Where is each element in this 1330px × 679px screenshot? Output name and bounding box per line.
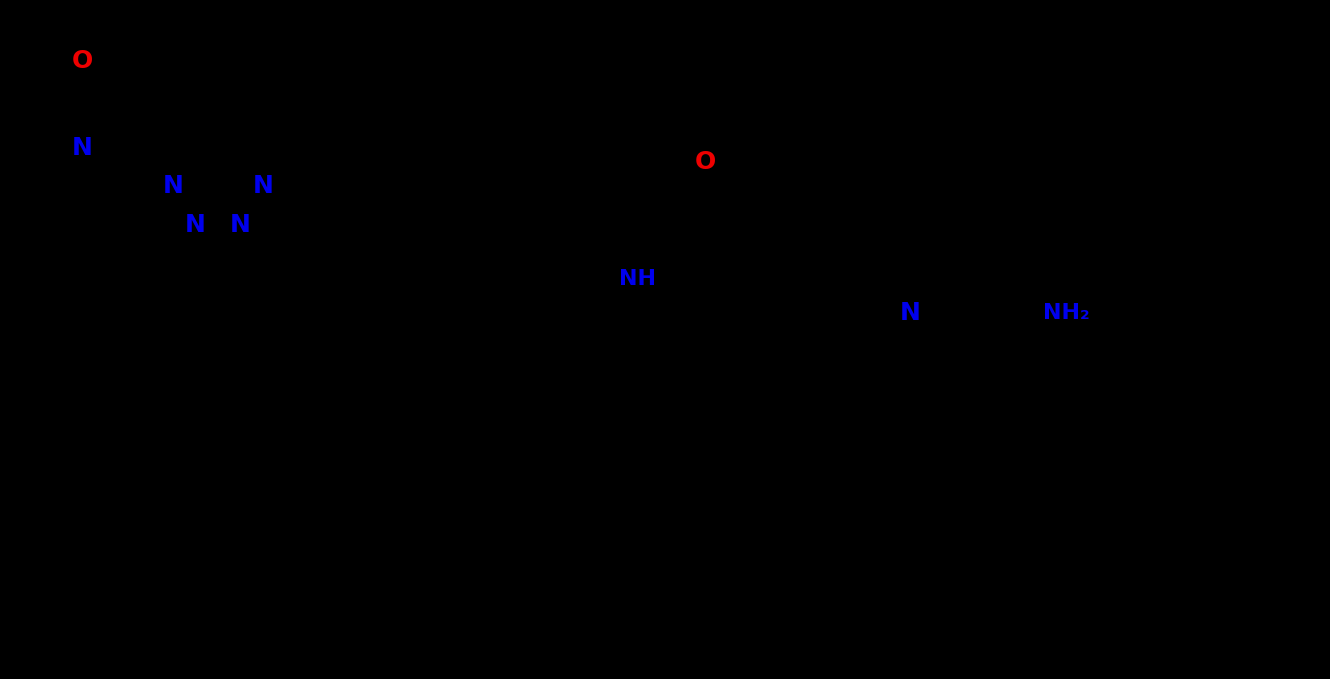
Text: N: N (230, 213, 251, 237)
Text: N: N (899, 301, 920, 325)
Text: NH: NH (618, 269, 656, 289)
Text: O: O (694, 150, 716, 174)
Text: N: N (185, 213, 206, 237)
Text: N: N (162, 174, 184, 198)
Text: O: O (230, 213, 251, 237)
Text: NH₂: NH₂ (1043, 303, 1089, 323)
Text: O: O (72, 49, 93, 73)
Text: N: N (72, 136, 93, 160)
Text: N: N (253, 174, 274, 198)
